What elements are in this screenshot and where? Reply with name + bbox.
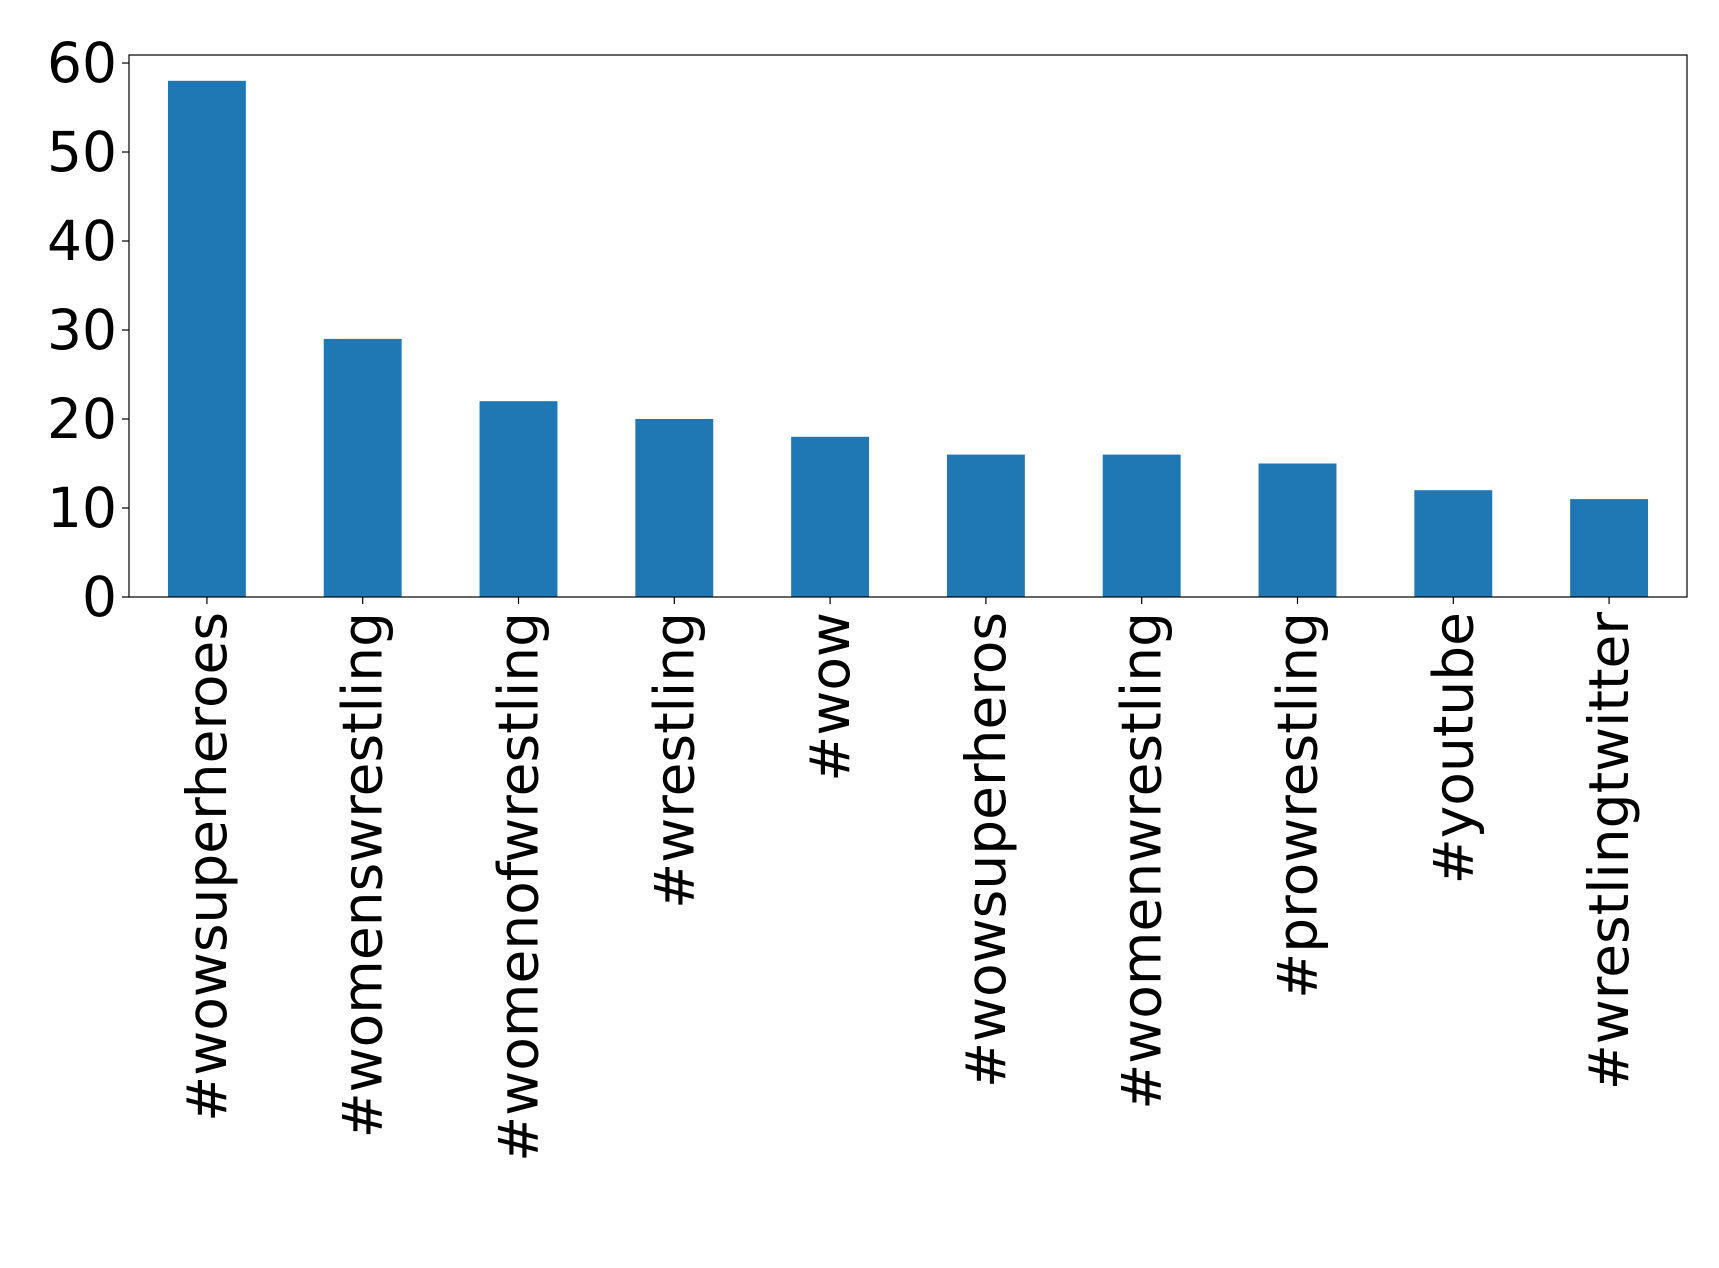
x-tick-label: #wow [798,612,862,782]
bar [1414,490,1493,597]
plot-frame [128,54,1688,598]
bar [1102,454,1181,597]
x-tick-label: #womenswrestling [331,612,395,1138]
bar [791,436,870,597]
y-tick-label: 0 [82,565,117,629]
bar [167,80,246,598]
y-tick-label: 40 [47,209,117,273]
x-tick-label: #prowrestling [1266,612,1330,999]
bar [479,401,558,597]
x-tick-label: #womenwrestling [1110,612,1174,1110]
bar [635,419,714,597]
bar [1258,463,1337,597]
x-tick-label: #youtube [1421,612,1485,884]
bar [323,338,402,597]
bar [946,454,1025,597]
y-tick-label: 60 [47,31,117,95]
x-tick-label: #womenofwrestling [487,612,551,1162]
bar [1570,499,1649,597]
x-tick-label: #wrestlingtwitter [1577,612,1641,1091]
x-tick-label: #wowsuperheros [954,612,1018,1088]
y-tick-label: 50 [47,120,117,184]
x-tick-label: #wowsuperheroes [175,612,239,1122]
y-tick-label: 20 [47,387,117,451]
x-tick-label: #wrestling [642,612,706,909]
y-tick-label: 10 [47,476,117,540]
y-tick-label: 30 [47,298,117,362]
